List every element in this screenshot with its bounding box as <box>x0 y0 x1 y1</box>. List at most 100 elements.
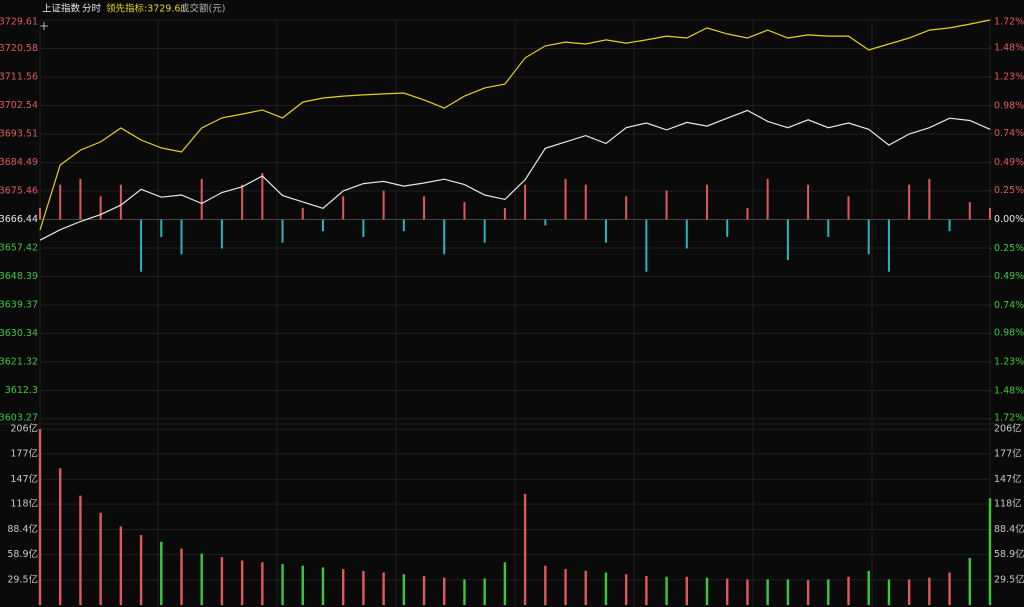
volume-bar <box>119 526 123 605</box>
y-tick-label: 3702.54 <box>0 100 38 111</box>
y2-tick-label: 0.00% <box>994 214 1024 225</box>
y2-tick-label: 0.49% <box>994 157 1024 168</box>
strength-bar <box>79 178 82 220</box>
y2-tick-label: 0.74% <box>994 128 1024 139</box>
volume-tick-label-right: 206亿 <box>994 423 1022 435</box>
volume-tick-label: 29.5亿 <box>7 573 38 585</box>
strength-bar <box>584 184 587 220</box>
y-tick-label: 3729.61 <box>0 17 38 28</box>
volume-bar <box>928 577 931 605</box>
volume-tick-label-right: 58.9亿 <box>994 548 1024 560</box>
volume-bar <box>806 580 810 605</box>
y-tick-label: 3630.34 <box>0 328 38 339</box>
volume-bar <box>827 579 830 605</box>
volume-bar <box>180 548 183 605</box>
volume-bar <box>483 578 486 605</box>
volume-tick-label-right: 147亿 <box>994 473 1022 485</box>
strength-bar <box>564 178 567 220</box>
volume-tick-label: 206亿 <box>10 423 38 435</box>
volume-bar <box>907 579 911 605</box>
strength-bar <box>544 219 547 226</box>
y2-tick-label: 1.72% <box>994 413 1024 424</box>
volume-bar <box>685 576 689 605</box>
volume-bar <box>766 579 769 605</box>
y-tick-label: 3612.3 <box>5 385 38 396</box>
strength-bar <box>301 207 304 220</box>
volume-tick-label: 147亿 <box>10 473 38 485</box>
y2-tick-label: 0.25% <box>994 185 1024 196</box>
volume-bar <box>160 541 163 605</box>
strength-bar <box>382 190 385 220</box>
y-tick-label: 3648.39 <box>0 271 38 282</box>
volume-bar <box>564 569 567 605</box>
volume-bar <box>402 574 406 605</box>
volume-tick-label: 88.4亿 <box>7 523 38 535</box>
volume-bar <box>79 495 82 605</box>
volume-tick-label-right: 177亿 <box>994 447 1022 459</box>
y-tick-label: 3621.32 <box>0 356 38 367</box>
volume-bar <box>847 576 850 605</box>
price-line <box>39 109 991 241</box>
strength-bar <box>160 219 163 237</box>
y-tick-label: 3684.49 <box>0 157 38 168</box>
strength-bar <box>119 184 122 220</box>
volume-bar <box>948 572 951 605</box>
strength-bar <box>786 219 789 261</box>
y2-tick-label: 0.74% <box>994 300 1024 311</box>
strength-bar <box>463 202 466 220</box>
strength-bar <box>746 207 749 220</box>
volume-bar <box>200 553 203 605</box>
y2-tick-label: 1.48% <box>994 42 1024 53</box>
y2-tick-label: 1.48% <box>994 386 1024 397</box>
volume-bar <box>59 468 62 605</box>
strength-bar <box>220 219 223 249</box>
volume-label: 成交额(元) <box>180 3 225 15</box>
volume-bar <box>341 569 345 605</box>
volume-bar <box>139 534 143 605</box>
strength-bar <box>968 202 971 220</box>
volume-bar <box>726 578 729 605</box>
volume-bar <box>968 558 971 605</box>
strength-bar <box>685 219 688 249</box>
strength-bar <box>362 219 365 237</box>
strength-bar <box>200 178 203 220</box>
strength-bar <box>524 184 527 220</box>
volume-bar <box>584 570 587 605</box>
y2-tick-label: 0.98% <box>994 100 1024 111</box>
volume-bar <box>887 579 891 605</box>
volume-bar <box>301 565 304 605</box>
volume-bar <box>422 575 426 605</box>
volume-bar <box>867 570 870 605</box>
strength-bar <box>140 219 143 272</box>
strength-bar <box>887 219 890 272</box>
volume-tick-label-right: 88.4亿 <box>994 523 1024 535</box>
cross-icon <box>40 22 48 30</box>
strength-bar <box>726 219 729 237</box>
strength-bar <box>241 184 244 220</box>
strength-bar <box>604 219 607 243</box>
strength-bar <box>766 178 769 220</box>
strength-bar <box>402 219 405 232</box>
y2-tick-label: 1.23% <box>994 357 1024 368</box>
strength-bar <box>321 219 324 232</box>
volume-bar <box>443 577 446 605</box>
volume-bar <box>604 572 608 605</box>
period: 分时 <box>82 3 102 15</box>
strength-bar <box>423 196 426 220</box>
y-tick-label: 3666.44 <box>0 214 38 225</box>
index-name: 上证指数 <box>42 3 81 15</box>
volume-bar <box>38 429 42 605</box>
strength-bar <box>443 219 446 255</box>
strength-bar <box>180 219 183 255</box>
volume-tick-label-right: 29.5亿 <box>994 573 1024 585</box>
volume-bar <box>321 567 325 605</box>
volume-tick-label: 177亿 <box>10 447 38 459</box>
strength-bar <box>908 184 911 220</box>
volume-tick-label-right: 118亿 <box>994 498 1022 510</box>
volume-bar <box>99 512 102 605</box>
strength-bar <box>928 178 931 220</box>
y-tick-label: 3639.37 <box>0 299 38 310</box>
volume-bar <box>746 579 749 605</box>
strength-bar <box>948 219 951 232</box>
